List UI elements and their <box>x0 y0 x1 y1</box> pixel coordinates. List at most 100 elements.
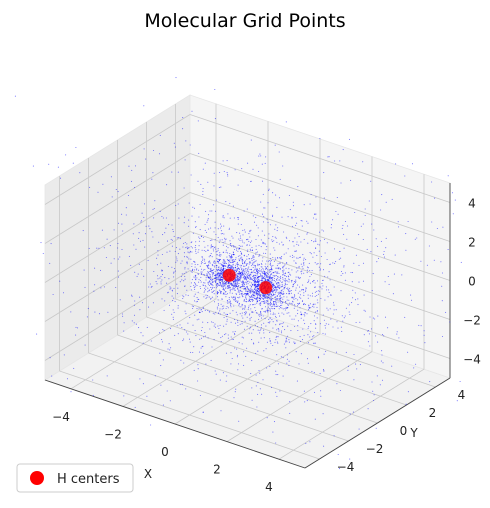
grid-point <box>177 307 179 309</box>
grid-point <box>241 343 243 345</box>
grid-point <box>264 273 267 275</box>
grid-point <box>220 271 223 273</box>
grid-point <box>250 277 252 279</box>
grid-point <box>140 332 142 334</box>
grid-point <box>213 265 215 267</box>
grid-point <box>249 319 251 321</box>
grid-point <box>200 271 202 273</box>
grid-point <box>245 297 247 299</box>
grid-point <box>243 210 245 212</box>
grid-point <box>381 350 383 352</box>
grid-point <box>234 282 236 285</box>
grid-point <box>295 298 297 300</box>
grid-point <box>295 271 297 273</box>
grid-point <box>305 259 307 261</box>
grid-point <box>278 292 280 294</box>
x-tick-label: 0 <box>161 445 169 459</box>
grid-point <box>311 370 313 372</box>
grid-point <box>229 303 232 305</box>
grid-point <box>238 277 240 279</box>
grid-point <box>326 258 328 261</box>
grid-point <box>298 363 300 365</box>
grid-point <box>440 261 442 263</box>
grid-point <box>327 276 329 278</box>
grid-point <box>297 302 299 305</box>
grid-point <box>252 296 254 298</box>
grid-point <box>323 445 325 447</box>
grid-point <box>347 369 349 371</box>
grid-point <box>217 247 219 250</box>
grid-point <box>318 244 320 246</box>
grid-point <box>396 333 398 335</box>
grid-point <box>184 216 186 218</box>
grid-point <box>191 271 193 274</box>
grid-point <box>242 280 244 282</box>
grid-point <box>148 225 150 227</box>
grid-point <box>278 330 280 332</box>
grid-point <box>281 289 283 291</box>
grid-point <box>214 370 216 372</box>
grid-point <box>246 263 248 265</box>
grid-point <box>238 258 240 260</box>
grid-point <box>311 240 313 242</box>
grid-point <box>287 325 289 327</box>
grid-point <box>317 243 319 245</box>
grid-point <box>227 284 229 286</box>
grid-point <box>272 265 274 267</box>
grid-point <box>217 293 219 295</box>
grid-point <box>269 275 271 277</box>
x-axis-line <box>44 379 306 469</box>
grid-point <box>295 216 297 218</box>
grid-point <box>224 283 226 285</box>
grid-point <box>268 189 270 191</box>
grid-point <box>259 372 261 374</box>
h-centers <box>222 268 273 295</box>
grid-point <box>52 293 54 296</box>
grid-point <box>214 270 216 273</box>
grid-point <box>222 261 224 263</box>
grid-point <box>212 270 214 272</box>
grid-point <box>265 275 267 277</box>
grid-point <box>105 256 107 259</box>
grid-point <box>332 262 334 264</box>
grid-point <box>309 441 311 443</box>
grid-point <box>235 276 237 279</box>
grid-point <box>186 243 188 245</box>
grid-point <box>225 283 228 285</box>
grid-point <box>234 297 236 299</box>
gridline <box>189 153 451 242</box>
grid-point <box>257 277 259 279</box>
grid-point <box>213 260 215 262</box>
grid-point <box>195 335 197 337</box>
grid-point <box>383 253 385 255</box>
grid-point <box>236 284 238 286</box>
grid-point <box>234 322 237 324</box>
grid-point <box>223 262 225 264</box>
grid-point <box>262 193 264 195</box>
grid-point <box>258 299 260 301</box>
grid-point <box>258 282 260 284</box>
grid-point <box>200 261 203 263</box>
grid-point <box>147 306 150 308</box>
grid-point <box>248 233 250 235</box>
grid-point <box>284 281 286 283</box>
grid-point <box>143 216 145 218</box>
grid-point <box>340 326 342 328</box>
grid-point <box>241 269 243 271</box>
grid-point <box>246 255 248 257</box>
grid-point <box>275 304 277 306</box>
grid-point <box>288 364 290 367</box>
grid-point <box>243 285 246 288</box>
grid-point <box>113 258 115 260</box>
grid-point <box>200 347 202 349</box>
grid-point <box>424 342 426 344</box>
grid-point <box>287 248 289 250</box>
grid-point <box>266 246 268 248</box>
grid-point <box>244 305 246 307</box>
grid-point <box>323 319 325 321</box>
grid-point <box>228 282 230 284</box>
grid-point <box>198 216 200 218</box>
grid-point <box>227 247 229 249</box>
grid-point <box>171 266 173 268</box>
grid-point <box>210 298 212 300</box>
